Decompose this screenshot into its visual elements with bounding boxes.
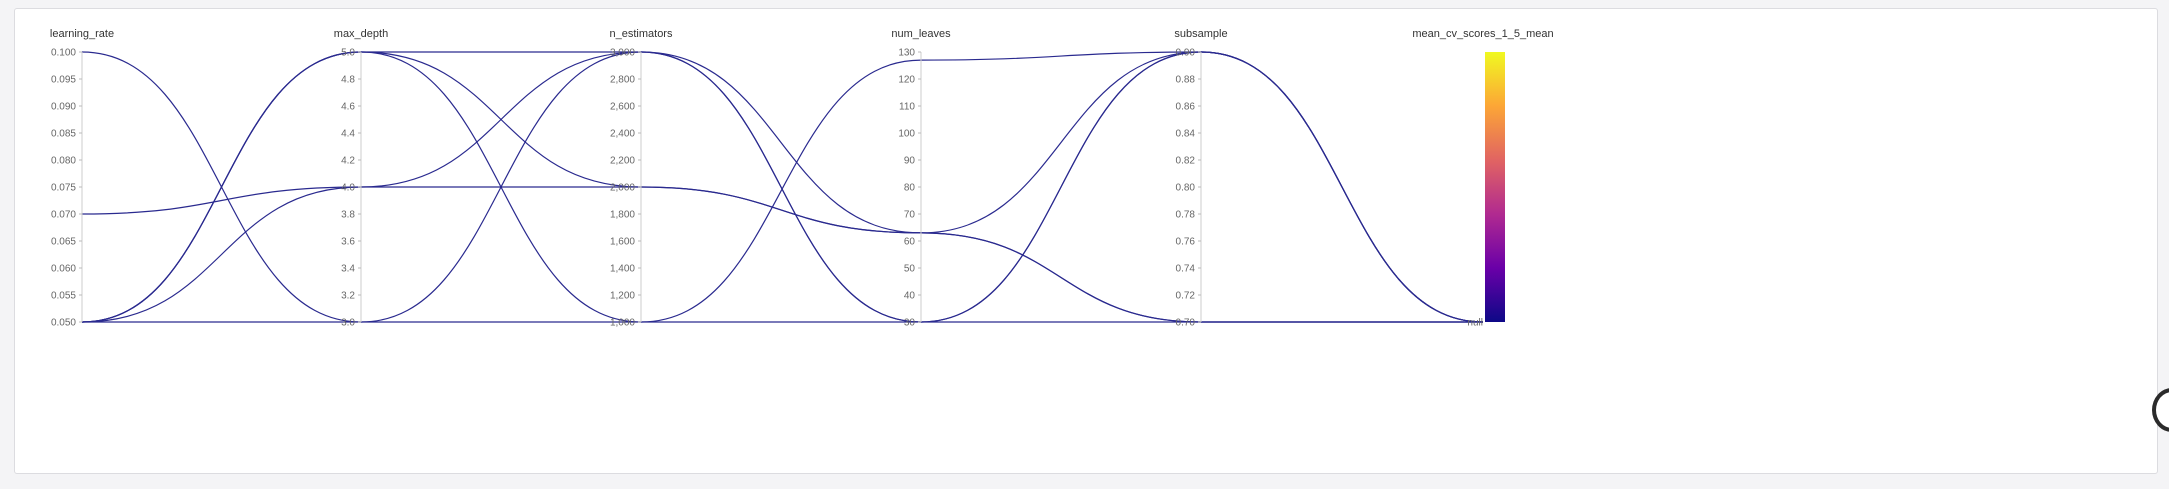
tick-label-learning-rate-3: 0.085 — [51, 129, 76, 140]
tick-label-num-leaves-10: 30 — [904, 318, 916, 329]
tick-label-learning-rate-5: 0.075 — [51, 183, 76, 194]
chart-panel: learning_rate 0.100 0.095 0.090 0.085 0.080 0.… — [14, 8, 2158, 474]
tick-label-num-leaves-4: 90 — [904, 156, 916, 167]
tick-label-learning-rate-6: 0.070 — [51, 210, 76, 221]
tick-label-learning-rate-8: 0.060 — [51, 264, 76, 275]
axis-title-n-estimators: n_estimators — [610, 28, 673, 40]
tick-label-num-leaves-3: 100 — [898, 129, 915, 140]
tick-label-subsample-4: 0.82 — [1176, 156, 1196, 167]
tick-label-max-depth-9: 3.2 — [341, 291, 355, 302]
tick-label-mean-cv-scores-1-5-mean-0: null — [1467, 318, 1483, 329]
tick-label-num-leaves-1: 120 — [898, 75, 915, 86]
tick-label-subsample-10: 0.70 — [1176, 318, 1196, 329]
tick-label-max-depth-4: 4.2 — [341, 156, 355, 167]
tick-label-n-estimators-6: 1,800 — [610, 210, 635, 221]
axis-n-estimators[interactable]: n_estimators 3,000 2,800 2,600 2,400 2,200 2,0… — [610, 28, 673, 329]
tick-label-max-depth-6: 3.8 — [341, 210, 355, 221]
tick-label-n-estimators-3: 2,400 — [610, 129, 635, 140]
tick-label-n-estimators-2: 2,600 — [610, 102, 635, 113]
tick-label-max-depth-5: 4.0 — [341, 183, 355, 194]
tick-label-n-estimators-7: 1,600 — [610, 237, 635, 248]
tick-label-subsample-3: 0.84 — [1176, 129, 1196, 140]
data-line-5[interactable] — [81, 51, 1484, 323]
tick-label-learning-rate-7: 0.065 — [51, 237, 76, 248]
axis-learning-rate[interactable]: learning_rate 0.100 0.095 0.090 0.085 0.080 0.… — [50, 28, 114, 329]
tick-label-max-depth-2: 4.6 — [341, 102, 355, 113]
axis-num-leaves[interactable]: num_leaves 130 120 110 100 90 80 70 60 50 40 30 — [891, 28, 951, 329]
tick-label-max-depth-0: 5.0 — [341, 48, 355, 59]
tick-label-subsample-8: 0.74 — [1176, 264, 1196, 275]
parallel-coordinates-chart: learning_rate 0.100 0.095 0.090 0.085 0.080 0.… — [50, 28, 1554, 329]
tick-label-max-depth-8: 3.4 — [341, 264, 355, 275]
tick-label-n-estimators-0: 3,000 — [610, 48, 635, 59]
tick-label-subsample-2: 0.86 — [1176, 102, 1196, 113]
colorbar — [1485, 52, 1505, 322]
tick-label-max-depth-10: 3.0 — [341, 318, 355, 329]
tick-label-num-leaves-9: 40 — [904, 291, 916, 302]
axis-title-mean-cv-scores-1-5-mean: mean_cv_scores_1_5_mean — [1412, 28, 1553, 40]
tick-label-num-leaves-6: 70 — [904, 210, 916, 221]
axis-title-subsample: subsample — [1174, 28, 1227, 40]
tick-label-learning-rate-10: 0.050 — [51, 318, 76, 329]
tick-label-subsample-7: 0.76 — [1176, 237, 1196, 248]
tick-label-max-depth-1: 4.8 — [341, 75, 355, 86]
tick-label-learning-rate-4: 0.080 — [51, 156, 76, 167]
tick-label-n-estimators-1: 2,800 — [610, 75, 635, 86]
tick-label-num-leaves-7: 60 — [904, 237, 916, 248]
tick-label-num-leaves-2: 110 — [899, 102, 915, 113]
axis-title-learning-rate: learning_rate — [50, 28, 114, 40]
tick-label-n-estimators-4: 2,200 — [610, 156, 635, 167]
tick-label-max-depth-3: 4.4 — [341, 129, 355, 140]
tick-label-subsample-0: 0.90 — [1176, 48, 1196, 59]
tick-label-num-leaves-0: 130 — [898, 48, 915, 59]
tick-label-subsample-9: 0.72 — [1176, 291, 1196, 302]
tick-label-subsample-5: 0.80 — [1176, 183, 1196, 194]
tick-label-learning-rate-1: 0.095 — [51, 75, 76, 86]
tick-label-n-estimators-10: 1,000 — [610, 318, 635, 329]
tick-label-max-depth-7: 3.6 — [341, 237, 355, 248]
axis-title-max-depth: max_depth — [334, 28, 388, 40]
tick-label-num-leaves-8: 50 — [904, 264, 916, 275]
tick-label-n-estimators-8: 1,400 — [610, 264, 635, 275]
tick-label-subsample-1: 0.88 — [1176, 75, 1196, 86]
axis-title-num-leaves: num_leaves — [891, 28, 951, 40]
tick-label-n-estimators-9: 1,200 — [610, 291, 635, 302]
tick-label-learning-rate-0: 0.100 — [51, 48, 76, 59]
tick-label-learning-rate-9: 0.055 — [51, 291, 76, 302]
tick-label-subsample-6: 0.78 — [1176, 210, 1196, 221]
tick-label-num-leaves-5: 80 — [904, 183, 916, 194]
axis-max-depth[interactable]: max_depth 5.0 4.8 4.6 4.4 4.2 4.0 3.8 3.6 3.4 3.2 3… — [334, 28, 388, 329]
axis-subsample[interactable]: subsample 0.90 0.88 0.86 0.84 0.82 0.80 0.78 0.7… — [1174, 28, 1227, 329]
tick-label-n-estimators-5: 2,000 — [610, 183, 635, 194]
tick-label-learning-rate-2: 0.090 — [51, 102, 76, 113]
